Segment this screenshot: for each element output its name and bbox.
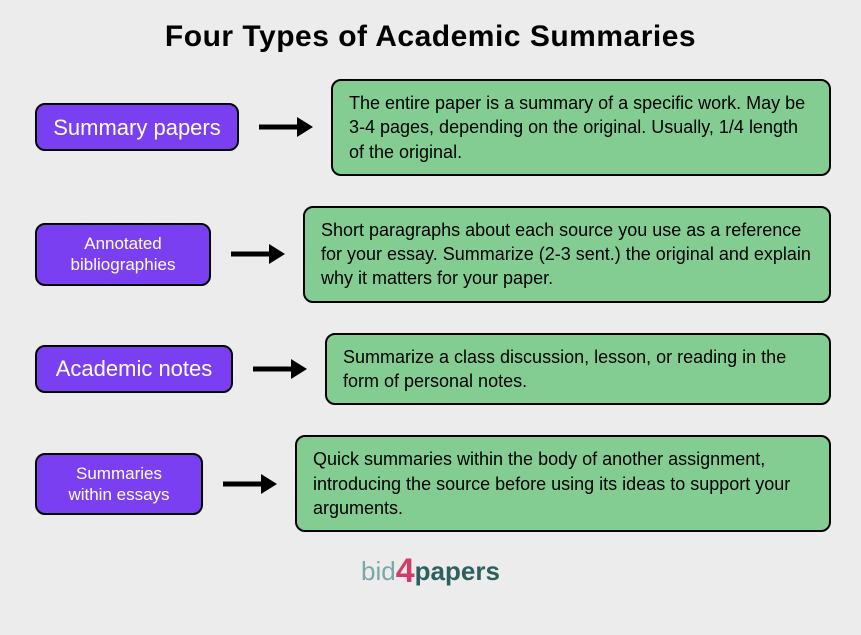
summary-row: Annotatedbibliographies Short paragraphs…: [30, 206, 831, 303]
type-label: Annotatedbibliographies: [35, 223, 211, 286]
logo-part-papers: papers: [415, 556, 500, 586]
rows-container: Summary papers The entire paper is a sum…: [30, 79, 831, 532]
type-label: Summarieswithin essays: [35, 453, 203, 516]
arrow-icon: [257, 115, 313, 139]
arrow-icon: [221, 472, 277, 496]
type-description: Summarize a class discussion, lesson, or…: [325, 333, 831, 406]
page-title: Four Types of Academic Summaries: [30, 20, 831, 54]
arrow-icon: [229, 242, 285, 266]
logo: bid4papers: [30, 552, 831, 591]
logo-part-bid: bid: [361, 556, 396, 586]
summary-row: Summary papers The entire paper is a sum…: [30, 79, 831, 176]
type-label: Academic notes: [35, 345, 233, 393]
logo-part-4: 4: [396, 552, 415, 590]
arrow-icon: [251, 357, 307, 381]
type-label: Summary papers: [35, 103, 239, 151]
type-description: The entire paper is a summary of a speci…: [331, 79, 831, 176]
type-description: Short paragraphs about each source you u…: [303, 206, 831, 303]
summary-row: Academic notes Summarize a class discuss…: [30, 333, 831, 406]
summary-row: Summarieswithin essays Quick summaries w…: [30, 435, 831, 532]
type-description: Quick summaries within the body of anoth…: [295, 435, 831, 532]
